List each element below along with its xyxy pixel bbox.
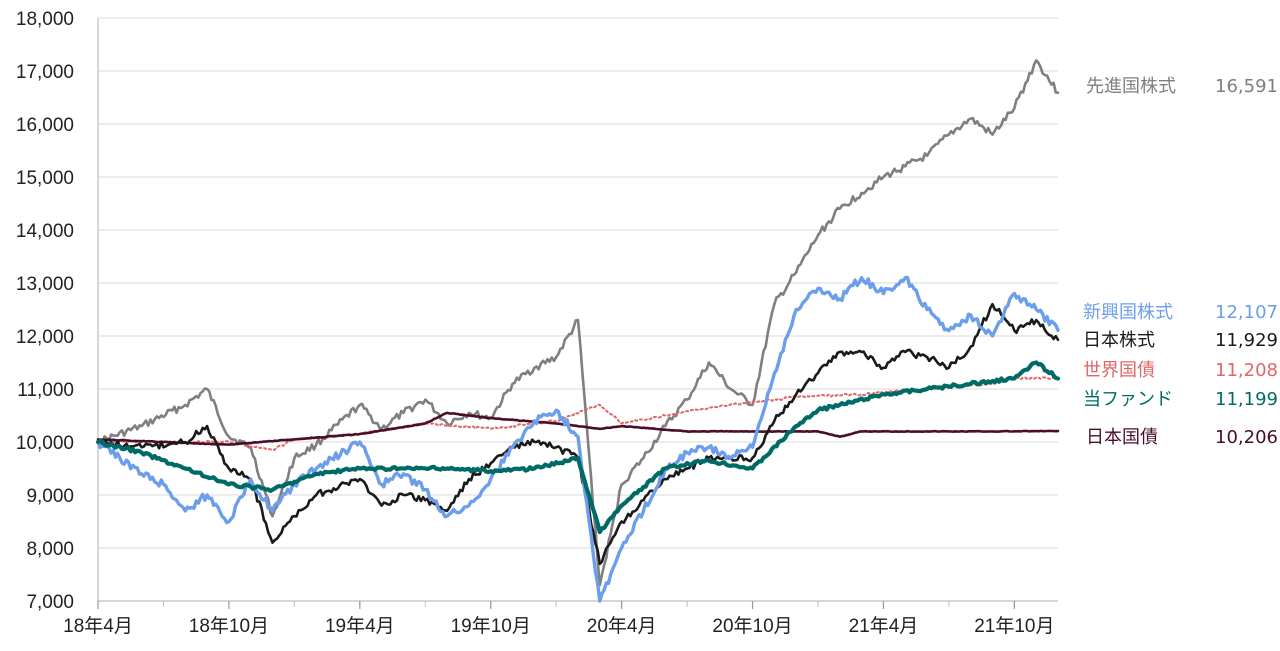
y-tick-label: 11,000	[17, 380, 74, 401]
y-tick-label: 12,000	[16, 327, 74, 348]
plot-lines	[95, 59, 1061, 603]
series-label-name: 当ファンド	[1083, 389, 1173, 410]
y-tick-label: 15,000	[16, 168, 74, 189]
x-tick-label: 19年4月	[325, 615, 395, 637]
series-label-name: 新興国株式	[1083, 302, 1173, 323]
series-line-1	[96, 275, 1060, 603]
x-axis: 18年4月 18年10月 19年4月 19年10月 20年4月 20年10月 21年4月 21…	[63, 600, 1058, 637]
x-tick-label: 18年4月	[63, 615, 133, 637]
x-tick-label: 21年10月	[974, 615, 1054, 637]
series-label-value: 10,206	[1215, 427, 1278, 448]
grid	[98, 17, 1058, 549]
y-tick-label: 10,000	[16, 433, 74, 454]
series-line-4	[95, 360, 1061, 535]
series-label-value: 16,591	[1215, 76, 1278, 97]
series-label-name: 日本株式	[1083, 330, 1155, 351]
series-label-value: 12,107	[1215, 302, 1278, 323]
y-tick-label: 14,000	[16, 221, 74, 242]
x-tick-label: 18年10月	[189, 615, 269, 637]
y-tick-label: 8,000	[26, 539, 74, 560]
y-tick-label: 9,000	[26, 486, 74, 507]
x-tick-label: 21年4月	[849, 615, 919, 637]
series-label-name: 日本国債	[1086, 427, 1158, 448]
x-tick-label: 20年4月	[587, 615, 657, 637]
y-tick-label: 13,000	[16, 274, 74, 295]
series-label-value: 11,208	[1215, 360, 1278, 381]
series-line-5	[96, 411, 1060, 446]
y-tick-label: 18,000	[16, 9, 74, 30]
x-tick-label: 20年10月	[712, 615, 792, 637]
series-label-name: 先進国株式	[1086, 76, 1176, 97]
series-line-0	[96, 59, 1060, 587]
series-labels: 先進国株式 16,591 新興国株式 12,107 日本株式 11,929 世界国債 11,2…	[1083, 76, 1278, 448]
y-tick-label: 17,000	[16, 62, 74, 83]
y-tick-label: 16,000	[16, 115, 74, 136]
series-line-2	[96, 302, 1060, 566]
series-label-name: 世界国債	[1083, 360, 1155, 381]
series-line-3	[97, 376, 1059, 451]
y-axis: 7,000 8,000 9,000 10,000 11,000 12,000 13,000 1…	[16, 9, 99, 613]
y-tick-label: 7,000	[26, 592, 74, 613]
series-label-value: 11,929	[1215, 330, 1278, 351]
x-tick-label: 19年10月	[451, 615, 531, 637]
series-label-value: 11,199	[1215, 389, 1278, 410]
